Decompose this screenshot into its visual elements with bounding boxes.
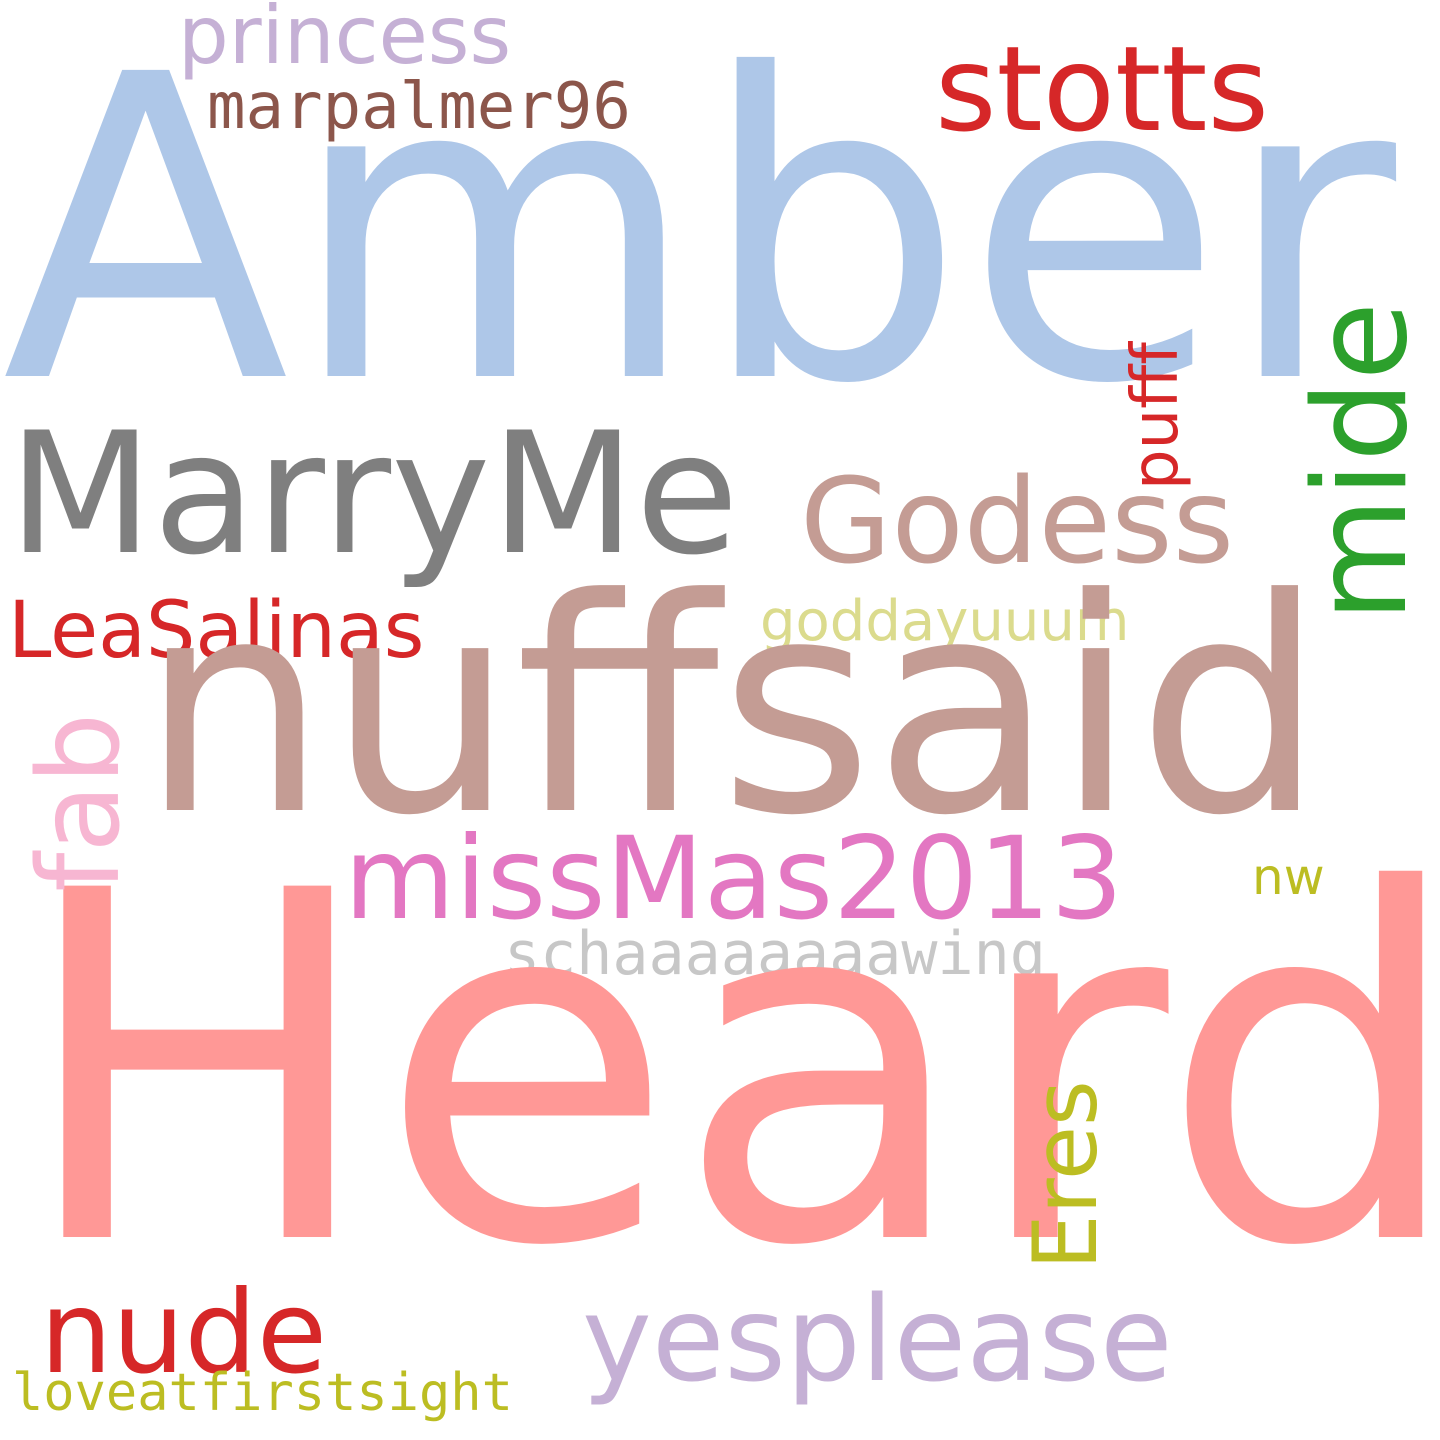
word-princess: princess bbox=[178, 0, 512, 82]
word-yesplease: yesplease bbox=[582, 1270, 1173, 1408]
word-goddayuuum: goddayuuum bbox=[760, 589, 1130, 654]
word-nuffsaid: nuffsaid bbox=[140, 535, 1325, 880]
word-loveatfirstsight: loveatfirstsight bbox=[12, 1363, 513, 1423]
word-nw: nw bbox=[1252, 848, 1325, 906]
word-godess: Godess bbox=[800, 452, 1235, 590]
word-marryme: MarryMe bbox=[8, 396, 739, 592]
word-heard: Heard bbox=[16, 790, 1440, 1351]
word-fab: fab bbox=[15, 712, 145, 892]
word-pufff: pufff bbox=[1119, 342, 1193, 490]
word-marpalmer96: marpalmer96 bbox=[207, 70, 631, 144]
word-amber: Amber bbox=[2, 0, 1397, 476]
word-eres: Eres bbox=[1014, 1080, 1117, 1270]
word-stotts: stotts bbox=[935, 20, 1269, 158]
word-schaaaaaaaawing: schaaaaaaaawing bbox=[504, 919, 1046, 989]
word-nude: nude bbox=[40, 1266, 328, 1399]
word-missmas2013: missMas2013 bbox=[344, 812, 1124, 945]
word-mide: mide bbox=[1287, 301, 1436, 622]
word-leasalinas: LeaSalinas bbox=[8, 586, 425, 676]
